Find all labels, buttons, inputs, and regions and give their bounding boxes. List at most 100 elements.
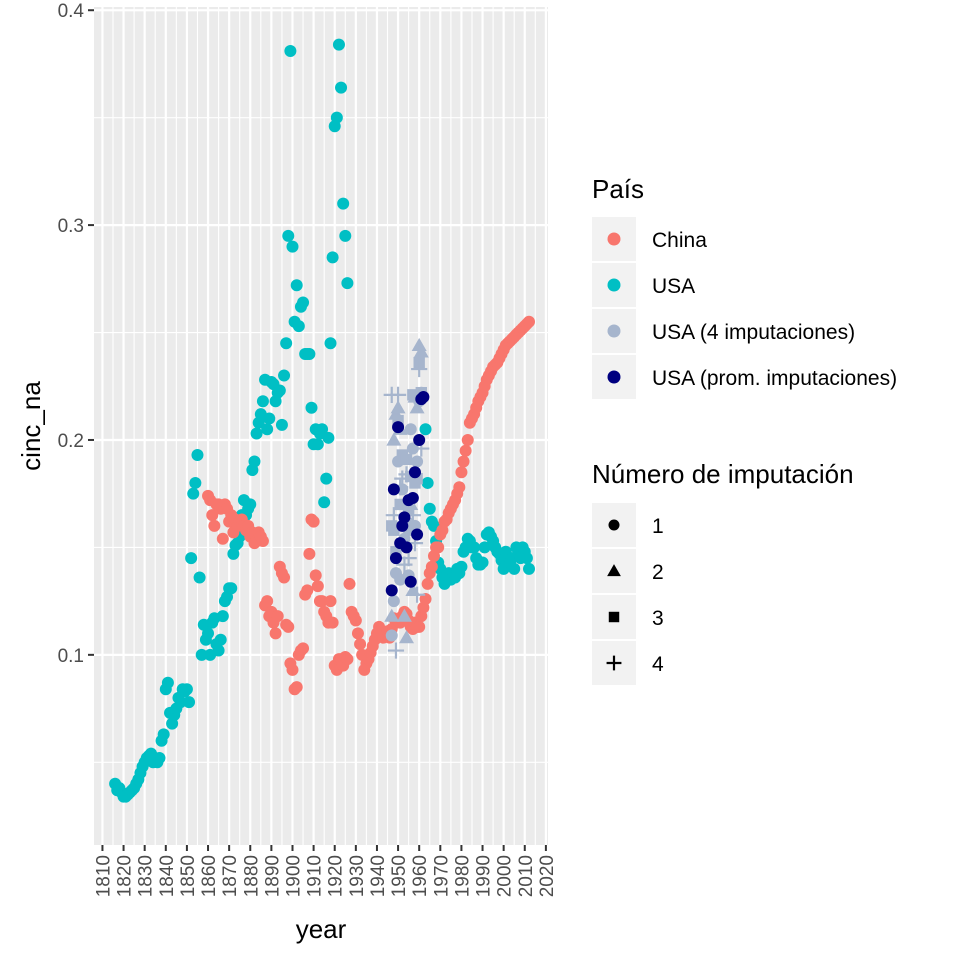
data-point <box>396 483 409 496</box>
data-point <box>413 433 426 446</box>
data-point <box>400 453 413 466</box>
data-point <box>406 491 419 504</box>
data-point <box>522 315 535 328</box>
legend-key-plus-icon <box>606 655 622 671</box>
x-tick-label: 1880 <box>241 855 262 897</box>
data-point <box>297 642 310 655</box>
data-point <box>404 575 417 588</box>
data-point <box>419 423 432 436</box>
x-tick-label: 1900 <box>283 855 304 897</box>
data-point <box>225 582 238 595</box>
data-point <box>389 386 407 403</box>
data-point <box>303 348 316 361</box>
data-point <box>256 395 269 408</box>
data-point <box>316 423 329 436</box>
x-tick-label: 1820 <box>115 855 136 897</box>
data-point <box>278 571 291 584</box>
legend-item-label: 3 <box>652 607 664 630</box>
data-point <box>250 427 263 440</box>
data-point <box>411 528 424 541</box>
data-point <box>478 541 491 554</box>
data-point <box>307 515 320 528</box>
legend-key-circle-icon <box>607 324 621 338</box>
data-point <box>309 569 322 582</box>
data-point <box>332 38 345 51</box>
data-point <box>411 455 424 468</box>
data-point <box>248 455 261 468</box>
data-point <box>153 751 166 764</box>
data-point <box>324 595 337 608</box>
y-tick-label: 0.3 <box>58 216 84 237</box>
series-china <box>202 315 535 696</box>
data-point <box>185 552 198 565</box>
x-tick-label: 2020 <box>537 855 558 897</box>
data-point <box>256 534 269 547</box>
data-point <box>195 648 208 661</box>
legend-item-label: USA <box>652 275 695 298</box>
data-point <box>337 197 350 210</box>
data-point <box>191 449 204 462</box>
grid-lines <box>94 7 548 845</box>
data-point <box>183 696 196 709</box>
legend-key-square-icon <box>608 611 620 623</box>
data-points <box>109 38 535 803</box>
data-point <box>398 511 411 524</box>
data-point <box>311 438 324 451</box>
data-point <box>386 432 402 446</box>
x-tick-label: 1950 <box>389 855 410 897</box>
data-point <box>202 627 215 640</box>
y-axis-title: cinc_na <box>16 381 46 471</box>
data-point <box>390 546 402 558</box>
x-tick-label: 1830 <box>136 855 157 897</box>
x-tick-label: 2010 <box>516 855 537 897</box>
data-point <box>455 560 468 573</box>
data-point <box>341 277 354 290</box>
data-point <box>303 547 316 560</box>
legend-key-circle-icon <box>607 232 621 246</box>
x-tick-label: 1840 <box>157 855 178 897</box>
data-point <box>305 401 318 414</box>
data-point <box>455 466 468 479</box>
legend-item-label: USA (4 imputaciones) <box>652 321 855 344</box>
data-point <box>275 418 288 431</box>
x-tick-label: 1810 <box>93 855 114 897</box>
data-point <box>318 496 331 509</box>
x-tick-label: 1930 <box>347 855 368 897</box>
x-tick-label: 1960 <box>410 855 431 897</box>
legend-key-circle-icon <box>607 370 621 384</box>
data-point <box>354 638 367 651</box>
data-point <box>457 455 470 468</box>
axes: 0.1 0.2 0.3 0.4 1810 1820 1830 1840 1850 1860 1870… <box>58 1 558 897</box>
data-point <box>208 519 221 532</box>
data-point <box>387 642 405 659</box>
y-tick-label: 0.1 <box>58 646 84 667</box>
data-point <box>520 552 533 565</box>
x-tick-label: 1850 <box>178 855 199 897</box>
series-usa <box>109 38 535 803</box>
data-point <box>311 580 324 593</box>
data-point <box>408 586 426 603</box>
data-point <box>400 541 413 554</box>
data-point <box>206 509 219 522</box>
data-point <box>419 592 432 605</box>
data-point <box>269 627 282 640</box>
data-point <box>399 630 415 644</box>
data-point <box>335 81 348 94</box>
y-tick-label: 0.2 <box>58 431 84 452</box>
data-point <box>244 498 257 511</box>
legend-key-triangle-icon <box>607 564 621 577</box>
data-point <box>349 614 362 627</box>
x-tick-label: 2000 <box>495 855 516 897</box>
data-point <box>387 483 400 496</box>
x-tick-label: 1910 <box>305 855 326 897</box>
legend-item-label: 2 <box>652 561 664 584</box>
data-point <box>193 571 206 584</box>
data-point <box>461 433 474 446</box>
data-point <box>261 423 274 436</box>
legend: País China USA USA (4 imputaciones) USA (pro… <box>592 174 897 685</box>
data-point <box>385 629 398 642</box>
data-point <box>388 524 400 536</box>
data-point <box>180 683 193 696</box>
data-point <box>273 384 286 397</box>
